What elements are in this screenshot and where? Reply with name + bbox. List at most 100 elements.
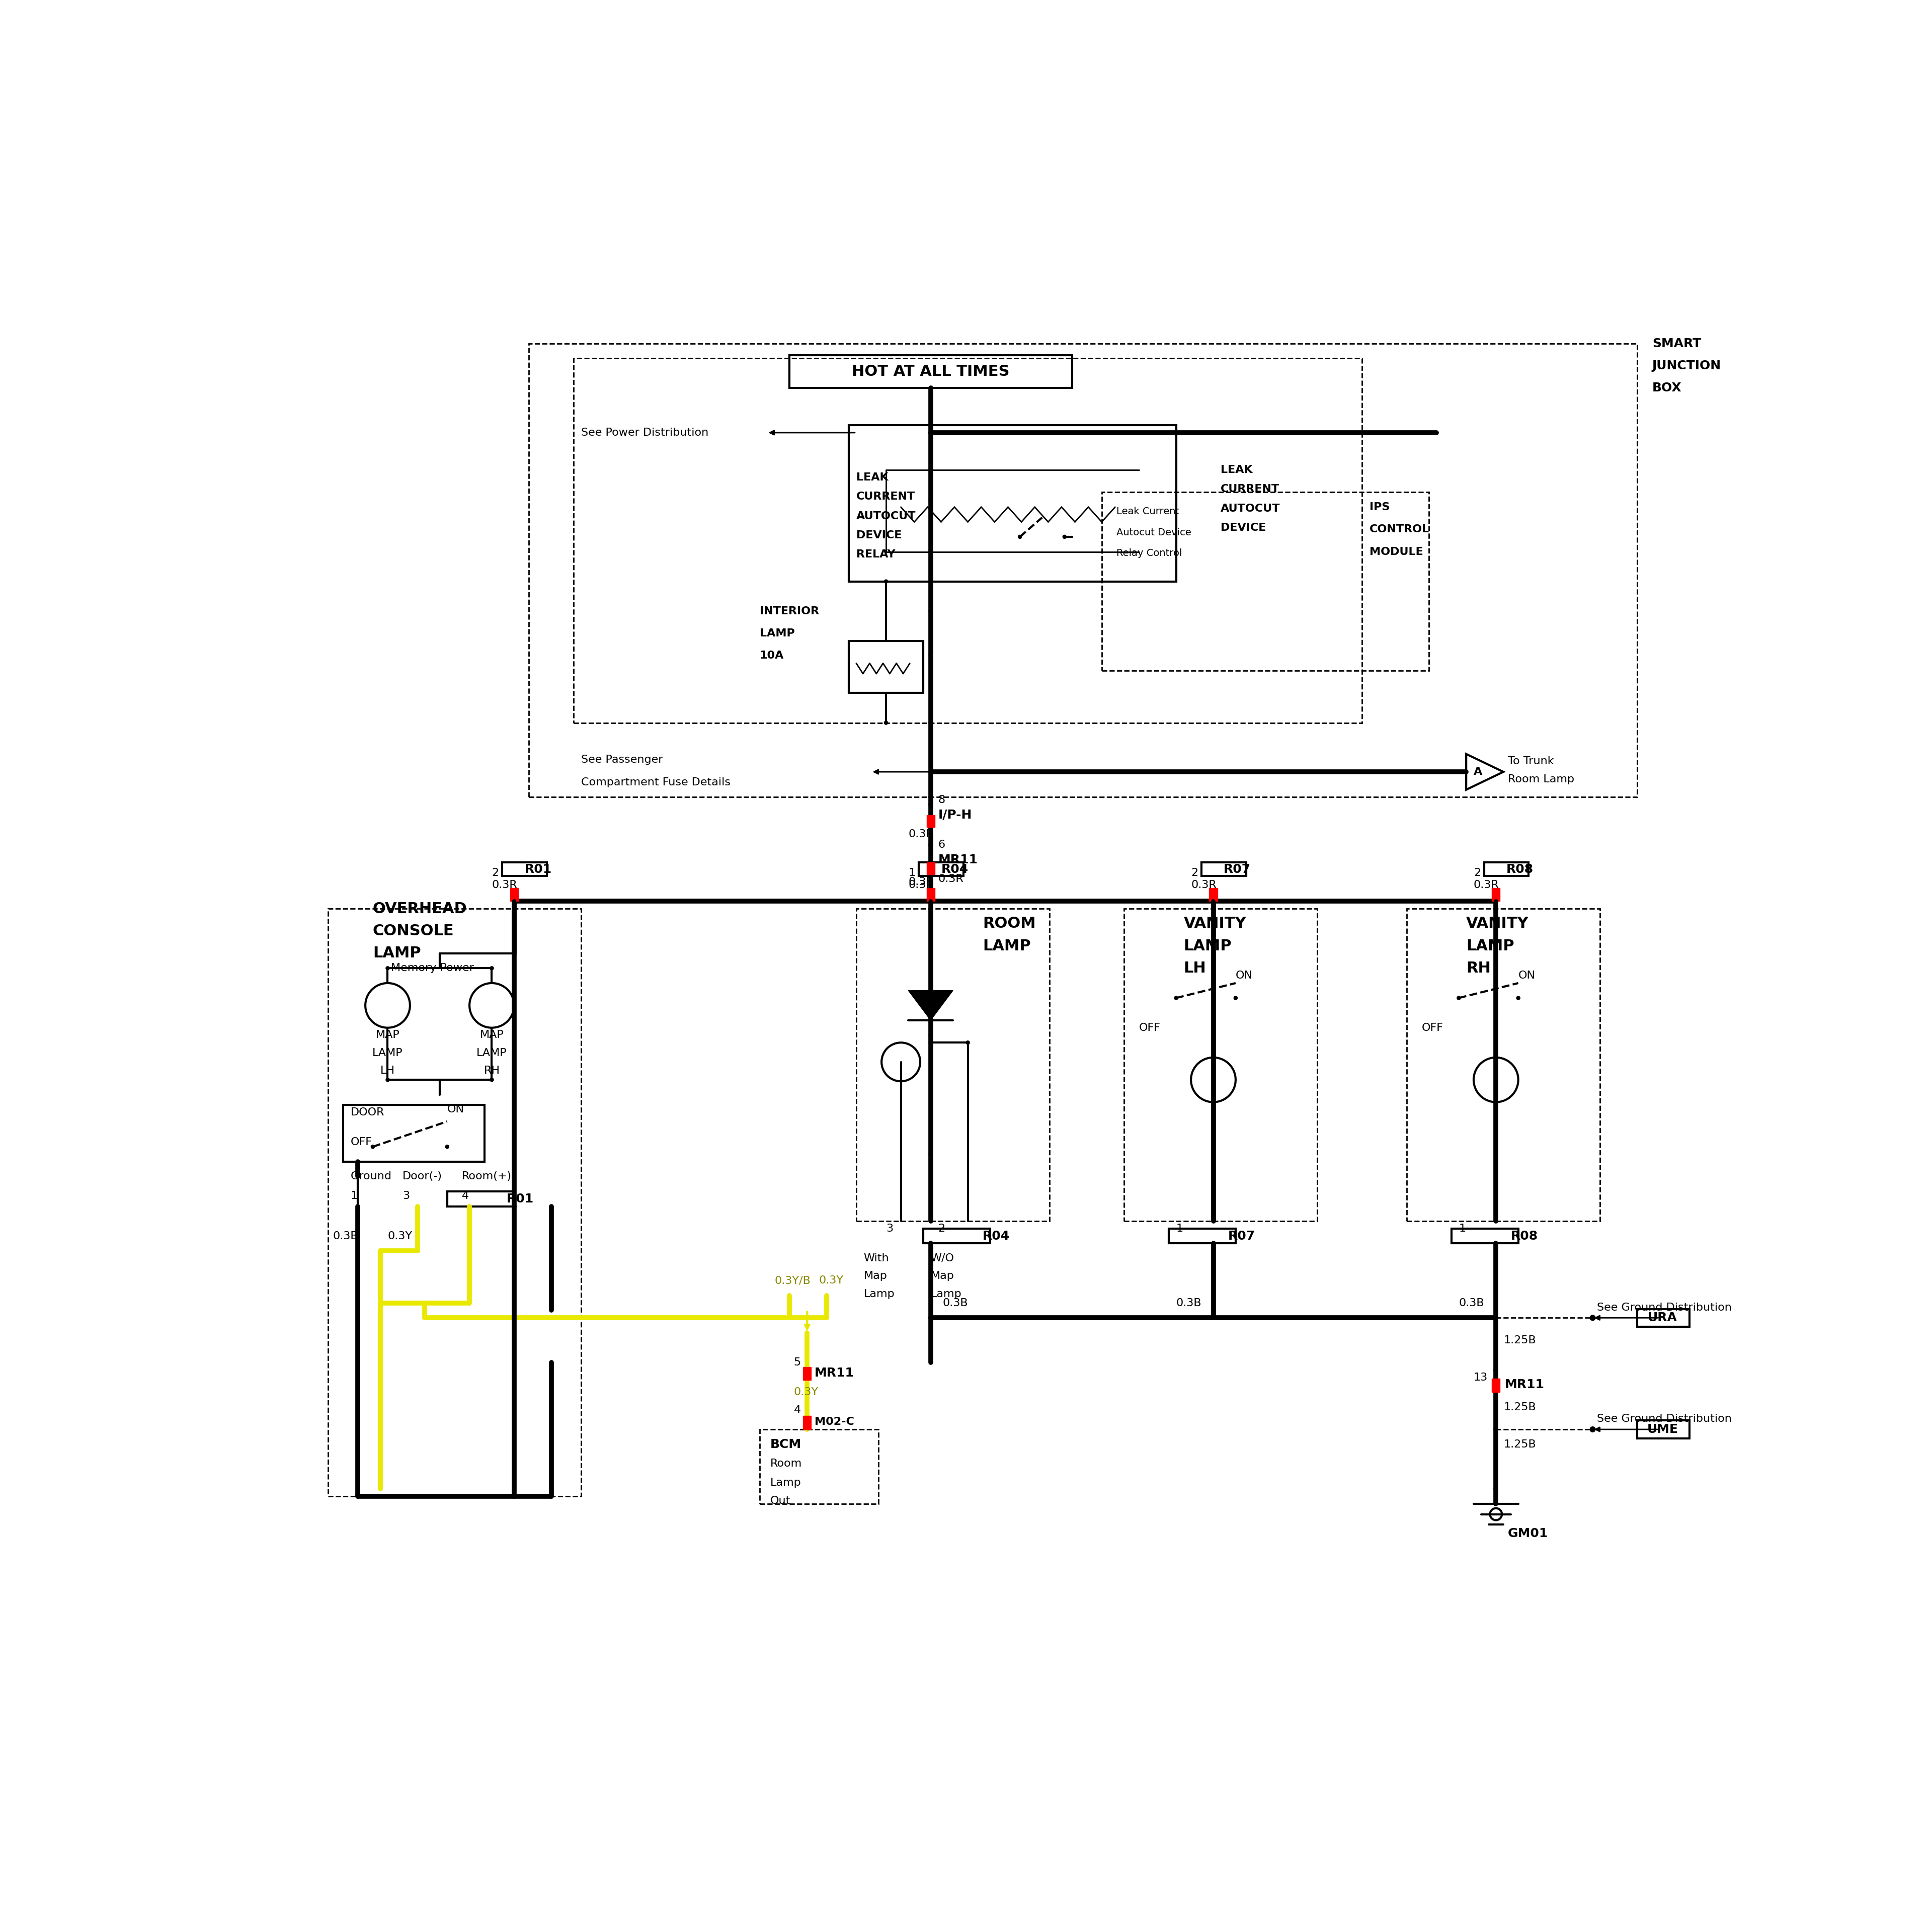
- Circle shape: [1493, 1010, 1497, 1014]
- Circle shape: [929, 1316, 933, 1320]
- Text: 13: 13: [1474, 1372, 1488, 1383]
- Text: MR11: MR11: [939, 854, 978, 866]
- Text: ON: ON: [1519, 970, 1536, 981]
- Text: MAP: MAP: [375, 1030, 400, 1039]
- Circle shape: [929, 551, 933, 553]
- Text: RH: RH: [1466, 960, 1492, 976]
- Bar: [1209, 889, 1217, 900]
- Text: 3: 3: [887, 1223, 893, 1235]
- Bar: [510, 889, 518, 900]
- Text: R07: R07: [1229, 1231, 1256, 1242]
- Circle shape: [929, 1041, 933, 1045]
- Circle shape: [1018, 535, 1022, 539]
- Text: RH: RH: [483, 1066, 500, 1076]
- Bar: [446, 1192, 514, 1206]
- Text: AUTOCUT: AUTOCUT: [1221, 504, 1281, 514]
- Text: 0.3R: 0.3R: [1474, 879, 1499, 891]
- Circle shape: [371, 1146, 375, 1148]
- Bar: [328, 908, 582, 1495]
- Text: LAMP: LAMP: [759, 628, 794, 639]
- Text: AUTOCUT: AUTOCUT: [856, 510, 916, 522]
- Circle shape: [885, 580, 889, 583]
- Text: R08: R08: [1507, 864, 1534, 875]
- Bar: [1636, 1308, 1689, 1327]
- Bar: [574, 357, 1362, 723]
- Text: To Trunk: To Trunk: [1507, 757, 1553, 767]
- Circle shape: [929, 1151, 933, 1155]
- Text: DEVICE: DEVICE: [856, 529, 902, 541]
- Text: 0.3Y: 0.3Y: [819, 1275, 844, 1285]
- Text: LAMP: LAMP: [1466, 939, 1515, 952]
- Text: CONTROL: CONTROL: [1370, 524, 1430, 535]
- Text: R08: R08: [1511, 1231, 1538, 1242]
- Text: HOT AT ALL TIMES: HOT AT ALL TIMES: [852, 365, 1010, 379]
- Text: Map: Map: [931, 1271, 954, 1281]
- Bar: [804, 1368, 811, 1379]
- Text: LEAK: LEAK: [856, 471, 889, 483]
- Text: See Power Distribution: See Power Distribution: [582, 427, 709, 439]
- Bar: [927, 815, 935, 827]
- Text: Room Lamp: Room Lamp: [1507, 775, 1575, 784]
- Text: See Ground Distribution: See Ground Distribution: [1598, 1414, 1731, 1424]
- Text: Map: Map: [864, 1271, 887, 1281]
- Circle shape: [468, 1300, 471, 1304]
- Text: Door(-): Door(-): [402, 1171, 442, 1182]
- Bar: [920, 862, 964, 875]
- Text: 1.25B: 1.25B: [1503, 1439, 1536, 1449]
- Text: GM01: GM01: [1507, 1528, 1548, 1540]
- Text: 1: 1: [1177, 1223, 1182, 1235]
- Text: OFF: OFF: [1138, 1022, 1161, 1034]
- Text: 0.3B: 0.3B: [1459, 1298, 1484, 1308]
- Circle shape: [1211, 1010, 1215, 1014]
- Text: LAMP: LAMP: [477, 1047, 506, 1059]
- Text: 2: 2: [1190, 867, 1198, 877]
- Circle shape: [966, 1041, 970, 1045]
- Text: Room(+): Room(+): [462, 1171, 512, 1182]
- Text: Out: Out: [771, 1495, 790, 1505]
- Text: 0.3B: 0.3B: [1177, 1298, 1202, 1308]
- Text: R04: R04: [983, 1231, 1010, 1242]
- Text: DOOR: DOOR: [350, 1107, 384, 1117]
- Circle shape: [1493, 1078, 1497, 1082]
- Circle shape: [1211, 900, 1215, 902]
- Circle shape: [386, 1078, 390, 1082]
- Text: See Ground Distribution: See Ground Distribution: [1598, 1302, 1731, 1312]
- Circle shape: [386, 966, 390, 970]
- Text: DEVICE: DEVICE: [1221, 524, 1265, 533]
- Text: SMART: SMART: [1652, 338, 1700, 350]
- Bar: [529, 344, 1636, 798]
- Text: ON: ON: [1236, 970, 1252, 981]
- Text: A: A: [1474, 767, 1482, 777]
- Text: JUNCTION: JUNCTION: [1652, 359, 1721, 371]
- Text: I/P-H: I/P-H: [939, 810, 972, 821]
- Bar: [927, 862, 935, 875]
- Circle shape: [512, 1204, 516, 1208]
- Bar: [1124, 908, 1318, 1221]
- Bar: [1636, 1420, 1689, 1437]
- Text: OVERHEAD: OVERHEAD: [373, 902, 468, 916]
- Text: 4: 4: [794, 1405, 802, 1414]
- Bar: [1406, 908, 1600, 1221]
- Text: R04: R04: [941, 864, 968, 875]
- Text: Lamp: Lamp: [931, 1289, 962, 1298]
- Circle shape: [1235, 997, 1236, 999]
- Text: RELAY: RELAY: [856, 549, 895, 560]
- Text: 0.3B: 0.3B: [943, 1298, 968, 1308]
- Text: With: With: [864, 1254, 889, 1264]
- Bar: [1169, 1229, 1236, 1244]
- Circle shape: [1063, 535, 1066, 539]
- Circle shape: [1493, 1316, 1497, 1320]
- Text: LAMP: LAMP: [1184, 939, 1233, 952]
- Text: See Passenger: See Passenger: [582, 755, 663, 765]
- Circle shape: [1175, 997, 1179, 999]
- Text: CURRENT: CURRENT: [856, 491, 916, 502]
- Text: R01: R01: [524, 864, 553, 875]
- Circle shape: [491, 1078, 493, 1082]
- Circle shape: [1211, 1316, 1215, 1320]
- Text: MR11: MR11: [815, 1366, 854, 1379]
- Circle shape: [512, 900, 516, 902]
- Text: 10A: 10A: [759, 651, 784, 661]
- Text: 0.3B: 0.3B: [332, 1231, 357, 1240]
- Bar: [804, 1416, 811, 1430]
- Bar: [848, 641, 923, 694]
